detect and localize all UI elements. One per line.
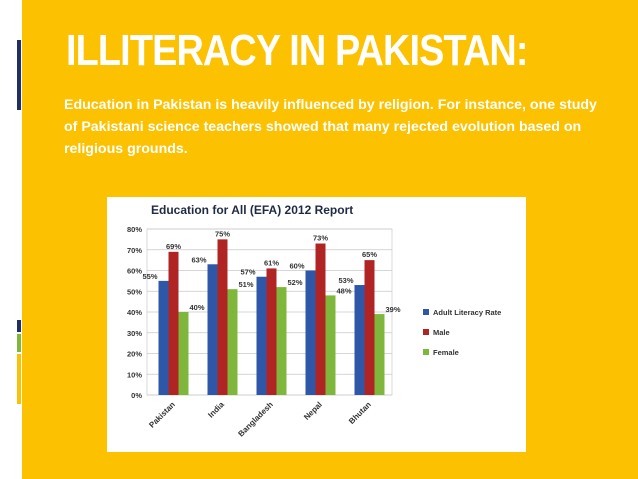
y-tick-label: 10%: [127, 370, 142, 379]
accent-bar: [17, 334, 21, 352]
data-label: 63%: [191, 255, 206, 264]
bar: [256, 276, 267, 395]
accent-bar: [17, 354, 21, 404]
legend-swatch: [423, 309, 429, 315]
bar: [305, 270, 316, 395]
x-tick-label: Nepal: [302, 400, 324, 422]
bar: [364, 260, 375, 395]
data-label: 61%: [264, 258, 279, 267]
accent-bar: [17, 40, 21, 110]
y-tick-label: 30%: [127, 329, 142, 338]
accent-bar: [17, 320, 21, 332]
legend-label: Female: [433, 348, 459, 357]
y-tick-label: 70%: [127, 246, 142, 255]
data-label: 48%: [337, 286, 352, 295]
bar: [315, 243, 326, 395]
bar: [158, 280, 169, 395]
data-label: 73%: [313, 234, 328, 243]
y-tick-label: 40%: [127, 308, 142, 317]
data-label: 60%: [289, 262, 304, 271]
x-tick-label: Bhutan: [347, 400, 373, 426]
legend-swatch: [423, 329, 429, 335]
bar: [374, 314, 385, 395]
bar: [325, 295, 336, 395]
data-label: 65%: [362, 250, 377, 259]
bar: [207, 264, 218, 395]
bar: [217, 239, 228, 395]
bar: [276, 287, 287, 395]
y-tick-label: 20%: [127, 350, 142, 359]
bar: [227, 289, 238, 395]
chart-title: Education for All (EFA) 2012 Report: [151, 203, 354, 217]
x-tick-label: Bangladesh: [236, 400, 275, 439]
data-label: 52%: [288, 278, 303, 287]
y-tick-label: 50%: [127, 287, 142, 296]
legend-swatch: [423, 349, 429, 355]
y-tick-label: 60%: [127, 267, 142, 276]
y-tick-label: 0%: [131, 391, 142, 400]
bar: [266, 268, 277, 395]
y-tick-label: 80%: [127, 225, 142, 234]
slide-body-text: Education in Pakistan is heavily influen…: [64, 97, 597, 157]
data-label: 40%: [190, 303, 205, 312]
data-label: 51%: [239, 280, 254, 289]
legend-label: Male: [433, 328, 450, 337]
chart-container: Education for All (EFA) 2012 Report 0% 10…: [107, 197, 526, 452]
data-label: 69%: [166, 242, 181, 251]
data-label: 53%: [338, 276, 353, 285]
legend-label: Adult Literacy Rate: [433, 308, 501, 317]
slide-title: ILLITERACY IN PAKISTAN:: [66, 26, 528, 75]
data-label: 75%: [215, 229, 230, 238]
bar: [178, 312, 189, 395]
left-decoration: [0, 0, 22, 479]
x-tick-label: Pakistan: [147, 400, 177, 430]
bar: [354, 285, 365, 395]
x-tick-label: India: [206, 400, 226, 420]
bar-chart: 0% 10% 20% 30% 40% 50% 60% 70% 80% 55% 69% 40% Pakis…: [127, 225, 501, 439]
bar: [168, 251, 179, 395]
data-label: 55%: [142, 272, 157, 281]
data-label: 39%: [386, 305, 401, 314]
data-label: 57%: [240, 268, 255, 277]
